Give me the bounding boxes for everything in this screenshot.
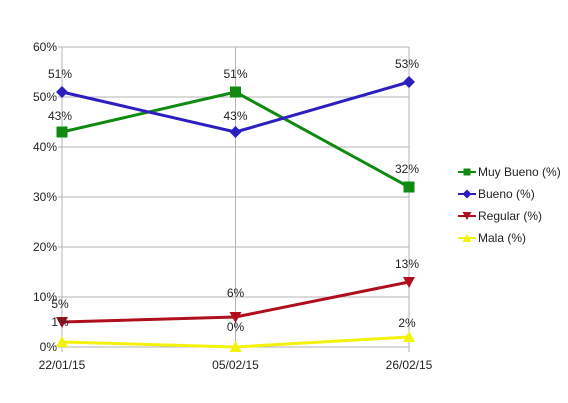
data-label-regular: 5% — [51, 297, 69, 311]
data-label-regular: 13% — [395, 257, 419, 271]
data-label-regular: 6% — [227, 286, 245, 300]
legend-swatch-bueno — [458, 189, 476, 199]
legend-swatch-regular — [458, 211, 476, 221]
data-label-bueno: 51% — [48, 67, 72, 81]
y-tick-label: 0% — [40, 340, 58, 354]
y-tick-label: 40% — [33, 140, 57, 154]
legend: Muy Bueno (%) Bueno (%) Regular (%) — [458, 161, 566, 249]
data-label-muy-bueno: 51% — [223, 67, 247, 81]
data-label-bueno: 43% — [223, 109, 247, 123]
legend-item-muy-bueno: Muy Bueno (%) — [458, 161, 566, 183]
data-label-mala: 2% — [398, 316, 416, 330]
data-label-bueno: 53% — [395, 57, 419, 71]
data-point-mala — [403, 331, 415, 342]
data-point-bueno — [56, 86, 68, 98]
data-point-mala — [229, 341, 242, 352]
data-point-muy-bueno — [56, 126, 68, 138]
y-tick-label: 30% — [33, 190, 57, 204]
legend-swatch-muy-bueno — [458, 167, 476, 177]
data-point-mala — [56, 336, 68, 347]
data-label-muy-bueno: 43% — [48, 109, 72, 123]
data-label-mala: 1% — [51, 315, 69, 329]
data-point-regular — [56, 317, 68, 328]
legend-swatch-mala — [458, 233, 476, 243]
data-point-regular — [403, 277, 415, 288]
x-tick-label: 05/02/15 — [212, 358, 259, 372]
legend-label-mala: Mala (%) — [478, 231, 527, 245]
data-point-regular — [229, 312, 242, 323]
data-point-muy-bueno — [403, 181, 415, 193]
legend-item-mala: Mala (%) — [458, 227, 566, 249]
series-layer — [56, 76, 415, 352]
data-label-mala: 0% — [227, 320, 245, 334]
legend-label-regular: Regular (%) — [478, 209, 543, 223]
y-tick-label: 10% — [33, 290, 57, 304]
data-label-layer: 43% 51% 32% 51% 43% 53% 5% 6% 13% 1% 0% 2% — [48, 57, 419, 334]
data-point-bueno — [229, 126, 242, 138]
y-tick-label: 50% — [33, 90, 57, 104]
x-tick-label: 22/01/15 — [39, 358, 86, 372]
data-point-muy-bueno — [230, 86, 241, 98]
legend-item-bueno: Bueno (%) — [458, 183, 566, 205]
axis-layer: 0% 10% 20% 30% 40% 50% 60% 22/01/15 05/02/15 26/0… — [33, 40, 433, 372]
legend-label-bueno: Bueno (%) — [478, 187, 535, 201]
x-tick-label: 26/02/15 — [386, 358, 433, 372]
legend-item-regular: Regular (%) — [458, 205, 566, 227]
data-point-bueno — [403, 76, 415, 88]
legend-label-muy-bueno: Muy Bueno (%) — [478, 165, 561, 179]
y-tick-label: 60% — [33, 40, 57, 54]
y-tick-label: 20% — [33, 240, 57, 254]
data-label-muy-bueno: 32% — [395, 162, 419, 176]
